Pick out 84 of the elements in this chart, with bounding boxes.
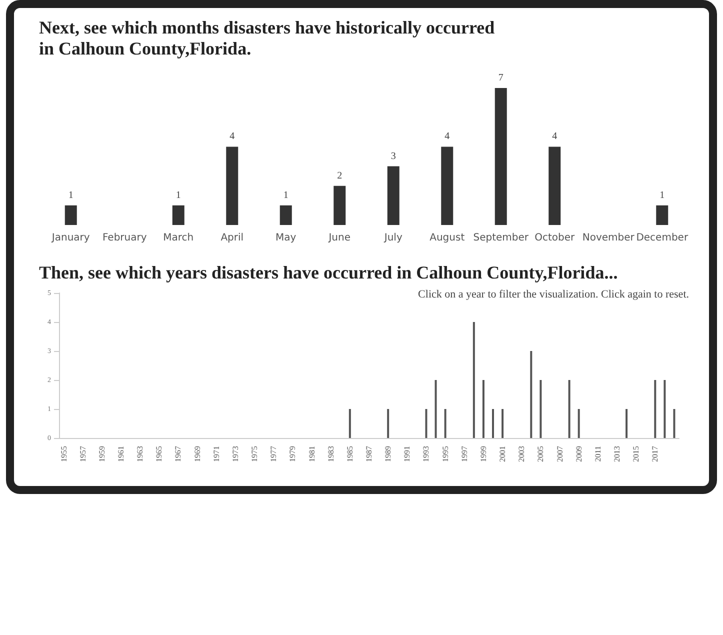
x-tick-label: August [430,232,465,244]
x-tick-label: 2003 [517,446,526,462]
x-tick-label: 1999 [478,446,488,462]
x-tick-label: February [102,232,147,244]
x-tick-label: 1997 [460,446,469,462]
x-tick-label: 1955 [59,446,68,462]
x-tick-label: 2017 [650,446,660,462]
x-tick-label: 1965 [154,446,164,462]
x-tick-label: 1985 [345,446,354,462]
x-tick-label: September [473,232,530,244]
x-tick-label: 2001 [498,446,508,462]
x-tick-label: 1977 [269,446,278,462]
bar [482,380,484,438]
bar [64,205,77,225]
annotation: Click on a year to filter the visualization. Click again to reset. [418,288,690,300]
data-label: 1 [283,190,288,201]
bar [654,380,656,438]
data-label: 3 [390,150,396,162]
bar [494,88,507,225]
bar [664,380,666,438]
bar [548,146,561,225]
x-tick-label: 2005 [536,446,546,462]
data-label: 4 [444,131,450,142]
x-tick-label: 1973 [230,446,240,462]
bar [530,351,532,438]
x-tick-label: 1991 [402,446,412,462]
x-tick-label: 1983 [326,446,336,462]
x-tick-label: 1961 [116,446,126,462]
data-label: 1 [176,190,181,201]
x-tick-label: 1975 [250,446,260,462]
bar [492,409,494,438]
x-tick-label: 1963 [136,446,145,462]
bar [568,380,570,438]
bar [626,409,628,438]
x-tick-label: 2011 [593,446,602,462]
bar [280,205,292,225]
chart-title: Then, see which years disasters have occurred in Calhoun County,Florida... [39,262,618,282]
bar [334,186,346,225]
bar [226,146,238,225]
data-label: 7 [498,72,504,84]
x-tick-label: 2009 [574,446,584,462]
bar [472,322,475,438]
x-tick-label: 1967 [174,446,183,462]
bar [502,409,504,438]
x-tick-label: March [163,232,194,244]
x-tick-label: 2007 [555,446,564,462]
x-tick-label: October [534,232,576,244]
x-tick-label: June [328,232,351,244]
bar [441,146,454,225]
x-tick-label: 1989 [384,446,393,462]
x-tick-label: 2015 [632,446,641,462]
x-tick-label: 1995 [440,446,450,462]
x-tick-label: July [383,232,402,244]
bar [172,205,184,225]
x-tick-label: 1969 [192,446,202,462]
data-label: 1 [68,190,74,201]
chart-title: Next, see which months disasters have historically occurred in Calhoun County,Florida. [39,18,500,58]
x-tick-label: 1981 [307,446,316,462]
bar [387,409,390,438]
x-tick-label: 1993 [422,446,431,462]
bar [434,380,437,438]
bar [348,409,351,438]
x-tick-label: 1959 [97,446,106,462]
bar [578,409,580,438]
bar [673,409,676,438]
data-label: 1 [660,190,665,201]
x-tick-label: January [50,232,90,244]
bar [540,380,542,438]
data-label: 4 [230,131,235,142]
x-tick-label: 1957 [78,446,88,462]
bar [444,409,446,438]
x-tick-label: November [582,232,636,244]
bar [387,166,400,225]
x-tick-label: May [276,232,296,244]
x-tick-label: 1971 [212,446,221,462]
x-tick-label: 1987 [364,446,374,462]
x-tick-label: December [636,232,689,244]
x-tick-label: 1979 [288,446,298,462]
data-label: 2 [337,170,342,182]
x-tick-label: April [220,232,244,244]
data-label: 4 [552,131,558,142]
bar [425,409,428,438]
bar [656,205,668,225]
x-tick-label: 2013 [612,446,622,462]
